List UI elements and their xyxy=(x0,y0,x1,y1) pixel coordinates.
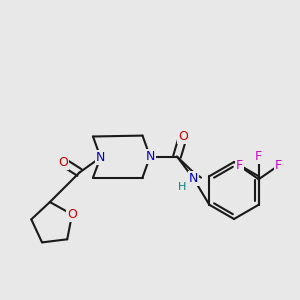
Text: N: N xyxy=(96,151,105,164)
Text: H: H xyxy=(178,182,187,192)
Text: F: F xyxy=(236,159,243,172)
Text: N: N xyxy=(145,150,155,163)
Text: O: O xyxy=(58,155,68,169)
Text: O: O xyxy=(178,130,188,143)
Text: F: F xyxy=(255,150,262,163)
Text: O: O xyxy=(67,208,77,221)
Text: F: F xyxy=(274,159,282,172)
Text: N: N xyxy=(189,172,198,185)
